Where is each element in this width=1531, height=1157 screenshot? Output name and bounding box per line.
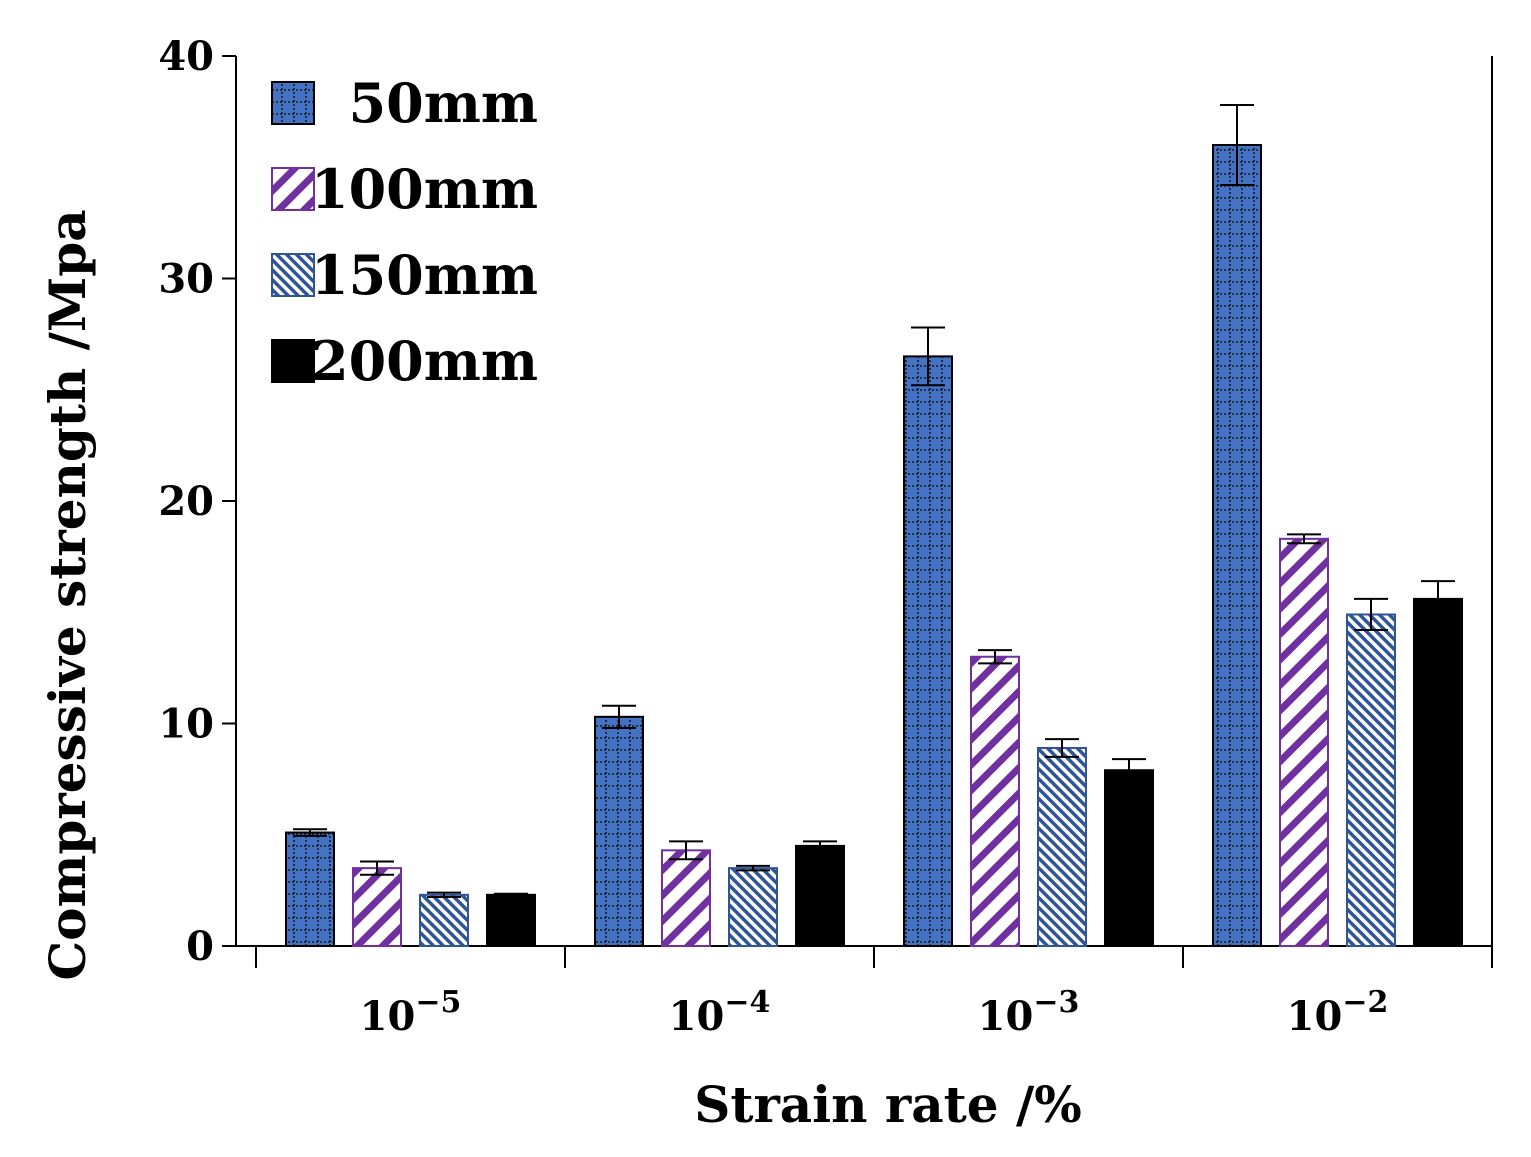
y-tick-label: 40 <box>158 33 214 80</box>
error-bar <box>803 840 837 852</box>
error-bar <box>602 704 636 729</box>
legend-label: 200mm <box>311 329 538 393</box>
legend-swatch <box>271 339 315 383</box>
y-axis-ticks: 0 10 20 30 40 <box>158 33 236 970</box>
bar-200mm-4 <box>1413 597 1463 948</box>
legend-swatch <box>271 253 315 297</box>
error-bar <box>1354 597 1388 632</box>
legend-item-200mm: 200mm <box>271 329 538 393</box>
error-bar <box>293 828 327 837</box>
bar-50mm-4 <box>1212 144 1262 947</box>
y-tick-label: 0 <box>186 923 214 970</box>
bar-50mm-3 <box>903 355 953 947</box>
x-tick-label: 10−3 <box>978 985 1080 1040</box>
y-tick-label: 30 <box>158 256 214 303</box>
bar-100mm-3 <box>970 655 1020 947</box>
y-axis-title: Compressive strength /Mpa <box>38 209 97 980</box>
legend: 50mm 100mm 150mm 200mm <box>271 71 538 393</box>
legend-item-100mm: 100mm <box>271 157 538 221</box>
x-tick-label: 10−2 <box>1287 985 1389 1040</box>
x-axis-ticks: 10−5 10−4 10−3 10−2 <box>255 946 1493 1040</box>
error-bar <box>1045 738 1079 758</box>
error-bars-layer <box>293 103 1455 899</box>
error-bar <box>911 326 945 387</box>
bar-200mm-1 <box>486 893 536 948</box>
error-bar <box>1112 758 1146 783</box>
legend-label: 150mm <box>311 243 538 307</box>
x-axis-title: Strain rate /% <box>694 1075 1082 1134</box>
bar-150mm-3 <box>1037 746 1087 947</box>
bar-50mm-2 <box>594 715 644 948</box>
legend-swatch <box>271 167 315 211</box>
legend-label: 100mm <box>311 157 538 221</box>
legend-swatch <box>271 81 315 125</box>
bar-100mm-2 <box>661 849 711 948</box>
error-bar <box>736 864 770 872</box>
error-bar <box>978 649 1012 665</box>
bar-150mm-2 <box>728 867 778 947</box>
bar-100mm-4 <box>1279 537 1329 947</box>
error-bar <box>427 891 461 899</box>
error-bar <box>1287 533 1321 545</box>
error-bar <box>360 860 394 876</box>
x-tick-label: 10−4 <box>669 985 771 1040</box>
bar-150mm-4 <box>1346 613 1396 947</box>
error-bar <box>1421 580 1455 618</box>
bar-200mm-2 <box>795 844 845 947</box>
bars-layer <box>285 144 1463 948</box>
bar-200mm-3 <box>1104 769 1154 947</box>
error-bar <box>494 892 528 897</box>
legend-item-50mm: 50mm <box>271 71 538 135</box>
legend-label: 50mm <box>349 71 538 135</box>
error-bar <box>669 840 703 861</box>
x-tick-label: 10−5 <box>360 985 462 1040</box>
bar-150mm-1 <box>419 893 469 948</box>
legend-item-150mm: 150mm <box>271 243 538 307</box>
error-bar <box>1220 103 1254 187</box>
bar-100mm-1 <box>352 867 402 947</box>
bar-50mm-1 <box>285 831 335 948</box>
y-tick-label: 20 <box>158 478 214 525</box>
y-tick-label: 10 <box>158 701 214 748</box>
